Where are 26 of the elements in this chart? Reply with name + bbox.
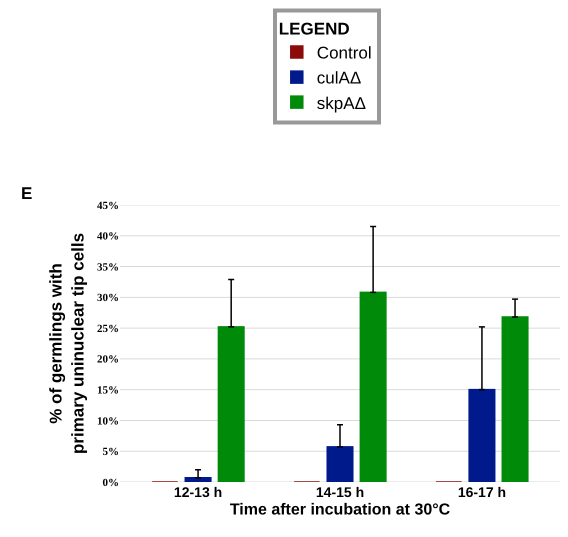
x-axis-title: Time after incubation at 30°C	[230, 502, 451, 519]
legend-title: LEGEND	[278, 19, 350, 38]
y-tick-label: 5%	[102, 446, 119, 458]
y-tick-label: 45%	[97, 200, 119, 212]
y-tick-label: 40%	[97, 230, 119, 243]
bar	[326, 446, 354, 482]
bar	[502, 316, 529, 482]
y-tick-label: 0%	[102, 476, 119, 489]
y-tick-label: 15%	[97, 384, 119, 397]
legend-label: skpAΔ	[316, 94, 366, 113]
y-tick-label: 30%	[97, 292, 119, 304]
legend-label: Control	[316, 44, 372, 63]
y-tick-label: 10%	[97, 415, 119, 428]
legend-label: culAΔ	[316, 68, 362, 88]
x-tick-label: 12-13 h	[174, 484, 222, 500]
y-axis-title: % of germlings with primary uninuclear tip cells	[46, 232, 88, 454]
bar	[360, 292, 387, 482]
y-tick-label: 25%	[97, 322, 119, 335]
x-tick-label: 16-17 h	[458, 484, 506, 500]
x-tick-label: 14-15 h	[316, 484, 364, 500]
y-tick-label: 20%	[97, 354, 119, 366]
bar	[184, 476, 212, 482]
bar	[218, 326, 245, 482]
bar	[468, 388, 496, 482]
text: E	[21, 184, 32, 203]
y-tick-label: 35%	[97, 261, 119, 274]
